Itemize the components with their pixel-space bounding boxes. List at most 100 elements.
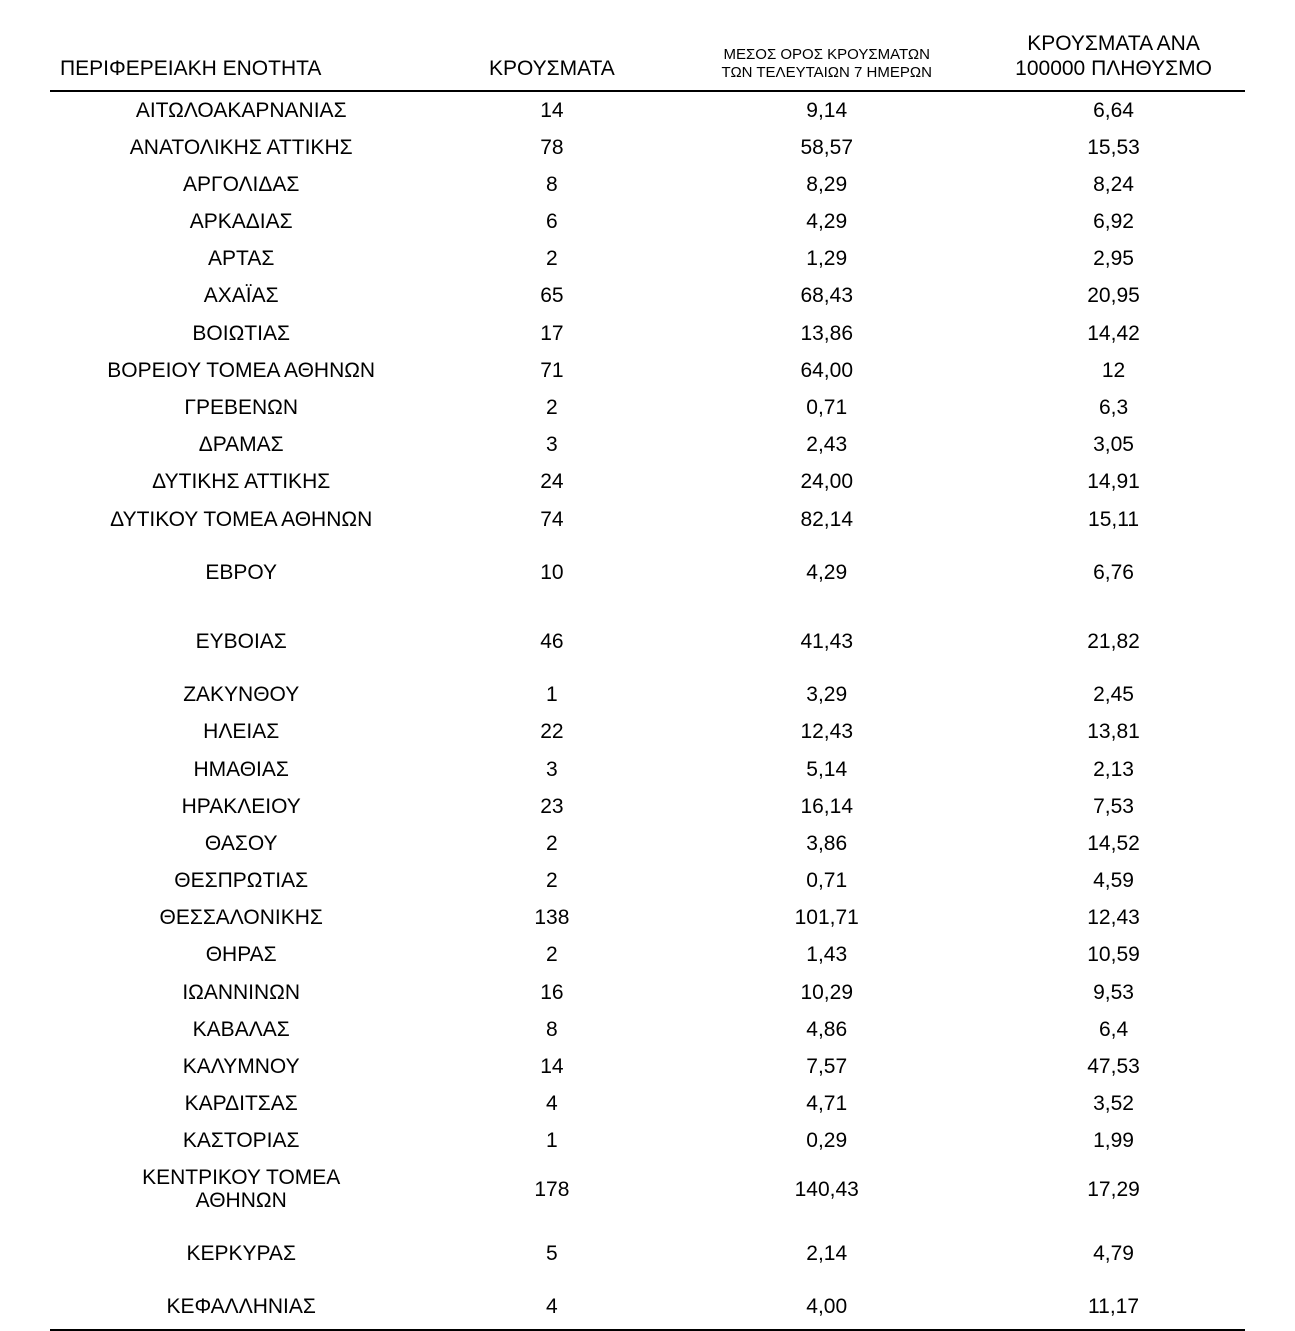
cell-avg7: 41,43 (671, 607, 982, 676)
table-row: ΚΑΒΑΛΑΣ84,866,4 (50, 1011, 1245, 1048)
table-row: ΒΟΡΕΙΟΥ ΤΟΜΕΑ ΑΘΗΝΩΝ7164,0012 (50, 352, 1245, 389)
cell-per100k: 14,42 (982, 315, 1245, 352)
cell-avg7: 16,14 (671, 788, 982, 825)
cell-cases: 2 (432, 389, 671, 426)
cases-table: ΠΕΡΙΦΕΡΕΙΑΚΗ ΕΝΟΤΗΤΑ ΚΡΟΥΣΜΑΤΑ ΜΕΣΟΣ ΟΡΟ… (50, 30, 1245, 1331)
cell-region: ΔΥΤΙΚΟΥ ΤΟΜΕΑ ΑΘΗΝΩΝ (50, 501, 432, 538)
cell-region: ΚΑΛΥΜΝΟΥ (50, 1048, 432, 1085)
table-row: ΓΡΕΒΕΝΩΝ20,716,3 (50, 389, 1245, 426)
cell-per100k: 6,64 (982, 91, 1245, 129)
cell-cases: 6 (432, 203, 671, 240)
cell-region: ΘΕΣΠΡΩΤΙΑΣ (50, 862, 432, 899)
cell-cases: 3 (432, 426, 671, 463)
table-header: ΠΕΡΙΦΕΡΕΙΑΚΗ ΕΝΟΤΗΤΑ ΚΡΟΥΣΜΑΤΑ ΜΕΣΟΣ ΟΡΟ… (50, 30, 1245, 91)
cell-per100k: 12,43 (982, 899, 1245, 936)
cell-cases: 2 (432, 240, 671, 277)
cell-region: ΚΑΣΤΟΡΙΑΣ (50, 1122, 432, 1159)
cell-avg7: 4,29 (671, 538, 982, 607)
cell-avg7: 7,57 (671, 1048, 982, 1085)
cell-cases: 10 (432, 538, 671, 607)
cell-region: ΚΑΡΔΙΤΣΑΣ (50, 1085, 432, 1122)
cell-cases: 1 (432, 1122, 671, 1159)
cell-region: ΑΝΑΤΟΛΙΚΗΣ ΑΤΤΙΚΗΣ (50, 129, 432, 166)
cell-cases: 71 (432, 352, 671, 389)
cell-region: ΑΡΚΑΔΙΑΣ (50, 203, 432, 240)
cell-cases: 3 (432, 751, 671, 788)
table-row: ΔΡΑΜΑΣ32,433,05 (50, 426, 1245, 463)
cell-avg7: 0,71 (671, 862, 982, 899)
cell-cases: 1 (432, 676, 671, 713)
cell-avg7: 13,86 (671, 315, 982, 352)
cell-per100k: 4,79 (982, 1219, 1245, 1288)
cell-region: ΘΕΣΣΑΛΟΝΙΚΗΣ (50, 899, 432, 936)
table-row: ΚΑΛΥΜΝΟΥ147,5747,53 (50, 1048, 1245, 1085)
cell-region: ΚΑΒΑΛΑΣ (50, 1011, 432, 1048)
cell-per100k: 15,53 (982, 129, 1245, 166)
cell-region: ΑΧΑΪΑΣ (50, 277, 432, 314)
cell-cases: 23 (432, 788, 671, 825)
cell-per100k: 6,4 (982, 1011, 1245, 1048)
cell-region: ΒΟΡΕΙΟΥ ΤΟΜΕΑ ΑΘΗΝΩΝ (50, 352, 432, 389)
table-row: ΗΜΑΘΙΑΣ35,142,13 (50, 751, 1245, 788)
cell-per100k: 2,13 (982, 751, 1245, 788)
cell-avg7: 4,86 (671, 1011, 982, 1048)
cell-avg7: 5,14 (671, 751, 982, 788)
table-row: ΙΩΑΝΝΙΝΩΝ1610,299,53 (50, 974, 1245, 1011)
table-row: ΘΑΣΟΥ23,8614,52 (50, 825, 1245, 862)
cell-per100k: 12 (982, 352, 1245, 389)
cell-per100k: 17,29 (982, 1160, 1245, 1219)
cell-region: ΖΑΚΥΝΘΟΥ (50, 676, 432, 713)
cell-cases: 2 (432, 825, 671, 862)
table-row: ΔΥΤΙΚΟΥ ΤΟΜΕΑ ΑΘΗΝΩΝ7482,1415,11 (50, 501, 1245, 538)
table-row: ΑΝΑΤΟΛΙΚΗΣ ΑΤΤΙΚΗΣ7858,5715,53 (50, 129, 1245, 166)
cell-per100k: 21,82 (982, 607, 1245, 676)
cell-cases: 16 (432, 974, 671, 1011)
table-row: ΕΒΡΟΥ104,296,76 (50, 538, 1245, 607)
cell-cases: 24 (432, 463, 671, 500)
cell-region: ΗΜΑΘΙΑΣ (50, 751, 432, 788)
cell-per100k: 15,11 (982, 501, 1245, 538)
cell-region: ΑΙΤΩΛΟΑΚΑΡΝΑΝΙΑΣ (50, 91, 432, 129)
cell-per100k: 6,3 (982, 389, 1245, 426)
table-row: ΗΡΑΚΛΕΙΟΥ2316,147,53 (50, 788, 1245, 825)
cell-region: ΚΕΝΤΡΙΚΟΥ ΤΟΜΕΑΑΘΗΝΩΝ (50, 1160, 432, 1219)
cell-cases: 65 (432, 277, 671, 314)
cell-avg7: 0,29 (671, 1122, 982, 1159)
col-header-cases: ΚΡΟΥΣΜΑΤΑ (432, 30, 671, 91)
cell-avg7: 24,00 (671, 463, 982, 500)
cell-cases: 2 (432, 936, 671, 973)
cell-avg7: 12,43 (671, 713, 982, 750)
cell-region: ΒΟΙΩΤΙΑΣ (50, 315, 432, 352)
cell-cases: 74 (432, 501, 671, 538)
cell-region: ΓΡΕΒΕΝΩΝ (50, 389, 432, 426)
cell-per100k: 2,95 (982, 240, 1245, 277)
table-row: ΚΑΡΔΙΤΣΑΣ44,713,52 (50, 1085, 1245, 1122)
cell-avg7: 4,00 (671, 1288, 982, 1330)
cell-region: ΘΑΣΟΥ (50, 825, 432, 862)
cell-cases: 46 (432, 607, 671, 676)
table-row: ΘΕΣΣΑΛΟΝΙΚΗΣ138101,7112,43 (50, 899, 1245, 936)
cell-avg7: 4,71 (671, 1085, 982, 1122)
table-row: ΒΟΙΩΤΙΑΣ1713,8614,42 (50, 315, 1245, 352)
cell-avg7: 1,29 (671, 240, 982, 277)
table-row: ΚΕΡΚΥΡΑΣ52,144,79 (50, 1219, 1245, 1288)
table-row: ΗΛΕΙΑΣ2212,4313,81 (50, 713, 1245, 750)
cell-cases: 4 (432, 1288, 671, 1330)
table-row: ΚΕΦΑΛΛΗΝΙΑΣ44,0011,17 (50, 1288, 1245, 1330)
cell-per100k: 11,17 (982, 1288, 1245, 1330)
cell-cases: 22 (432, 713, 671, 750)
cell-per100k: 9,53 (982, 974, 1245, 1011)
col-header-region: ΠΕΡΙΦΕΡΕΙΑΚΗ ΕΝΟΤΗΤΑ (50, 30, 432, 91)
cell-cases: 178 (432, 1160, 671, 1219)
cell-avg7: 82,14 (671, 501, 982, 538)
cell-region: ΙΩΑΝΝΙΝΩΝ (50, 974, 432, 1011)
table-row: ΑΡΤΑΣ21,292,95 (50, 240, 1245, 277)
table-row: ΕΥΒΟΙΑΣ4641,4321,82 (50, 607, 1245, 676)
cell-per100k: 6,76 (982, 538, 1245, 607)
cell-per100k: 10,59 (982, 936, 1245, 973)
table-row: ΚΕΝΤΡΙΚΟΥ ΤΟΜΕΑΑΘΗΝΩΝ178140,4317,29 (50, 1160, 1245, 1219)
cell-region: ΕΥΒΟΙΑΣ (50, 607, 432, 676)
col-header-per100k: ΚΡΟΥΣΜΑΤΑ ΑΝΑ100000 ΠΛΗΘΥΣΜΟ (982, 30, 1245, 91)
cell-cases: 138 (432, 899, 671, 936)
col-header-avg7: ΜΕΣΟΣ ΟΡΟΣ ΚΡΟΥΣΜΑΤΩΝΤΩΝ ΤΕΛΕΥΤΑΙΩΝ 7 ΗΜ… (671, 30, 982, 91)
